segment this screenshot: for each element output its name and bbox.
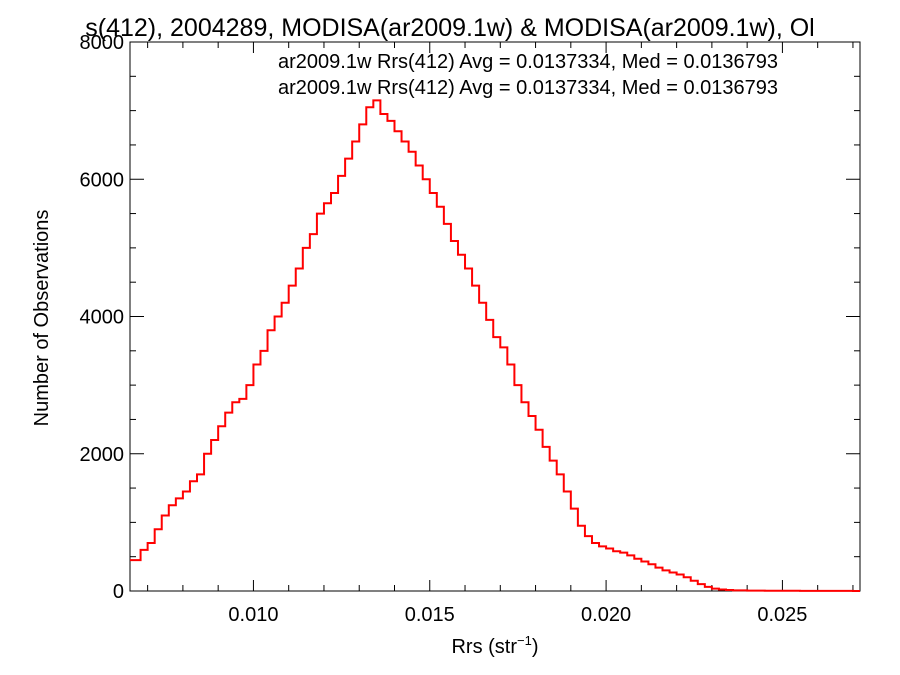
x-axis-label-main: Rrs (str: [451, 636, 517, 658]
legend-entry-red: ar2009.1w Rrs(412) Avg = 0.0137334, Med …: [278, 77, 778, 99]
y-tick-label: 8000: [80, 32, 125, 54]
x-tick-label: 0.020: [581, 604, 631, 626]
x-tick-label: 0.010: [228, 604, 278, 626]
y-tick-label: 0: [113, 581, 124, 603]
series-layer: [130, 99, 860, 592]
plot-frame: [129, 41, 861, 592]
x-tick-label: 0.015: [405, 604, 455, 626]
plot-frame-border: [129, 41, 861, 592]
y-tick-label: 2000: [80, 444, 125, 466]
x-axis-ticks: 0.010 0.015 0.020 0.025: [147, 42, 854, 626]
series-line-1: [130, 99, 860, 592]
y-tick-label: 4000: [80, 307, 125, 329]
chart-title: s(412), 2004289, MODISA(ar2009.1w) & MOD…: [85, 14, 814, 42]
x-axis-label: Rrs (str−1): [451, 633, 538, 658]
x-tick-label: 0.025: [757, 604, 807, 626]
legend-entry-black: ar2009.1w Rrs(412) Avg = 0.0137334, Med …: [278, 51, 778, 73]
y-axis-label: Number of Observations: [31, 210, 53, 427]
y-tick-label: 6000: [80, 169, 125, 191]
x-axis-label-superscript: −1: [517, 633, 532, 648]
y-axis-ticks: 0 2000 4000 6000 8000: [80, 32, 860, 603]
x-axis-label-close: ): [532, 636, 539, 658]
